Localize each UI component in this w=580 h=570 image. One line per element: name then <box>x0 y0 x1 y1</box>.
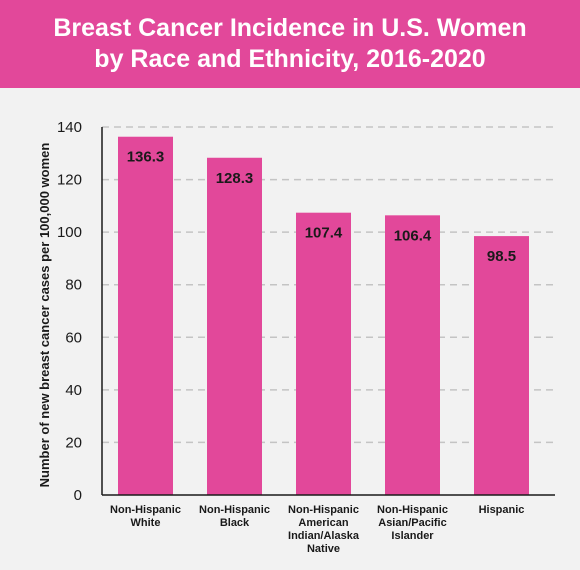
bar <box>207 157 262 496</box>
x-category-label-line: Native <box>307 543 340 555</box>
y-tick-label: 140 <box>57 119 82 136</box>
bar <box>474 236 529 496</box>
x-category-label: Hispanic <box>479 504 525 516</box>
chart-title-banner: Breast Cancer Incidence in U.S. Women by… <box>0 0 580 88</box>
x-category-label: Non-Hispanic American Indian/Alaska Native <box>288 504 360 555</box>
y-tick-label: 100 <box>57 224 82 241</box>
x-category-label-line: American <box>298 517 348 529</box>
bar <box>296 212 351 495</box>
x-category-label-line: Non-Hispanic <box>288 504 359 516</box>
bar-value-label: 98.5 <box>487 248 516 265</box>
y-tick-label: 60 <box>65 329 82 346</box>
bar-value-label: 128.3 <box>216 170 254 187</box>
x-category-label: Non-Hispanic White <box>110 504 181 529</box>
x-category-label-line: Islander <box>391 530 434 542</box>
x-category-label: Non-Hispanic Asian/Pacific Islander <box>377 504 448 542</box>
x-category-label-line: Black <box>220 517 250 529</box>
y-tick-label: 120 <box>57 172 82 189</box>
bar-value-label: 106.4 <box>394 227 432 244</box>
chart-title-line-2: by Race and Ethnicity, 2016-2020 <box>94 45 486 73</box>
y-tick-label: 80 <box>65 277 82 294</box>
x-category-label: Non-Hispanic Black <box>199 504 270 529</box>
bar <box>118 136 173 495</box>
axes <box>101 127 555 496</box>
y-axis-title: Number of new breast cancer cases per 10… <box>37 143 52 488</box>
y-tick-label: 0 <box>74 487 82 504</box>
x-category-label-line: Non-Hispanic <box>110 504 181 516</box>
bars <box>118 136 529 496</box>
y-tick-label: 20 <box>65 434 82 451</box>
x-category-label-line: Hispanic <box>479 504 525 516</box>
x-category-label-line: Indian/Alaska <box>288 530 360 542</box>
y-tick-label: 40 <box>65 382 82 399</box>
bar-value-label: 136.3 <box>127 149 165 166</box>
x-category-label-line: Non-Hispanic <box>199 504 270 516</box>
bar-value-label: 107.4 <box>305 225 343 242</box>
x-category-label-line: Asian/Pacific <box>378 517 446 529</box>
chart-title-line-1: Breast Cancer Incidence in U.S. Women <box>53 14 527 42</box>
x-category-label-line: Non-Hispanic <box>377 504 448 516</box>
x-category-label-line: White <box>131 517 161 529</box>
bar <box>385 215 440 495</box>
